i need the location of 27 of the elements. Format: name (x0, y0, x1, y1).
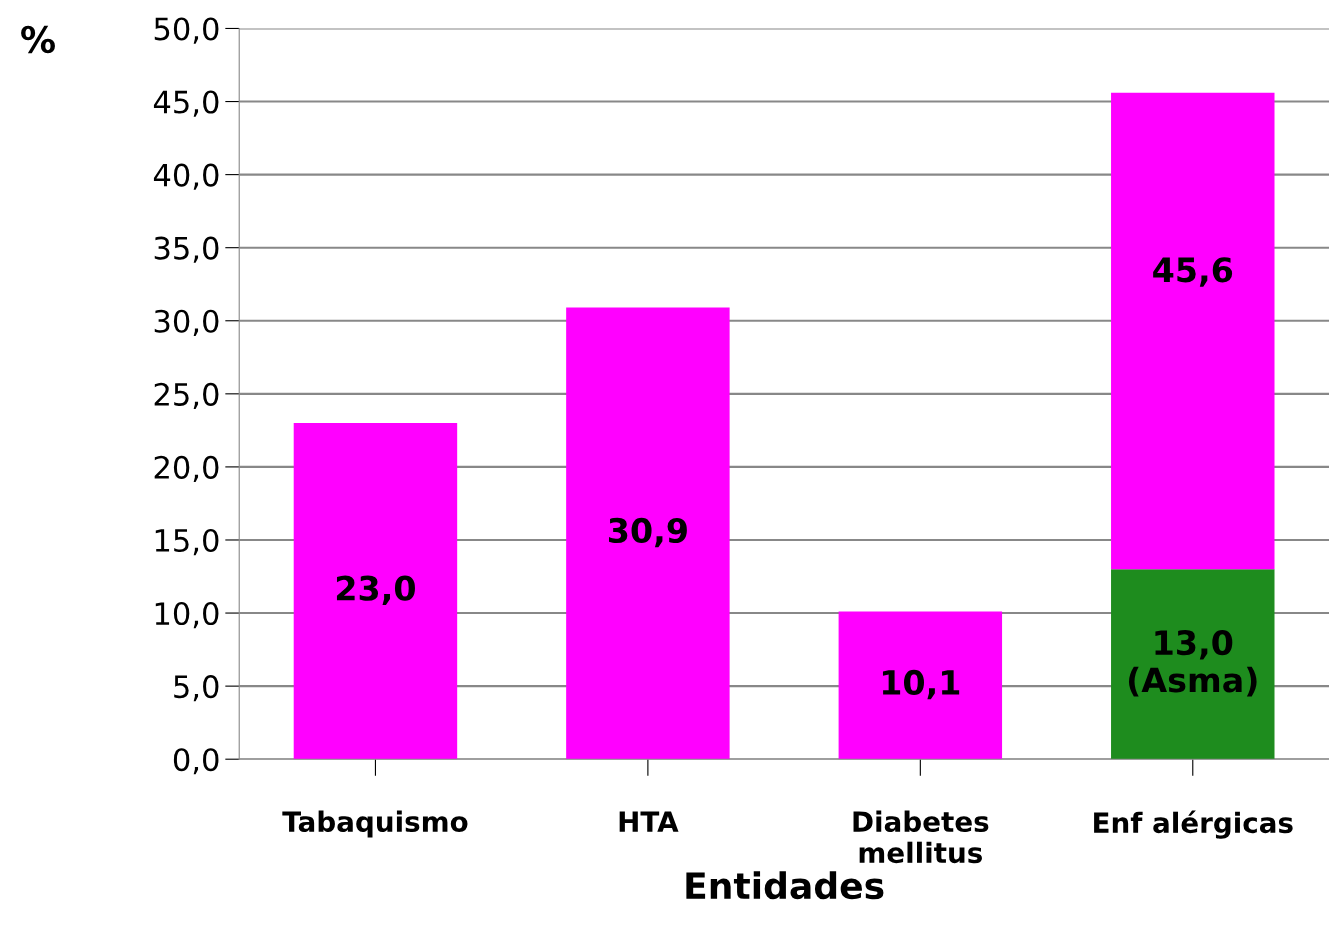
y-tick-label: 50,0 (154, 17, 219, 44)
bar (293, 423, 458, 760)
y-tick-label: 0,0 (173, 748, 219, 775)
y-tick-label: 35,0 (154, 236, 219, 263)
y-tick-label: 5,0 (174, 675, 219, 702)
data-label: 13,0 (Asma) (1128, 630, 1257, 697)
x-tick-label: Diabetes mellitus (853, 810, 989, 864)
bar (566, 307, 730, 760)
data-label: 10,1 (882, 669, 960, 700)
x-tick-label: HTA (619, 811, 679, 832)
x-tick-label: Enf alérgicas (1094, 810, 1293, 839)
y-tick-label: 10,0 (155, 601, 219, 629)
bar (1111, 569, 1275, 760)
data-label: 23,0 (336, 575, 415, 606)
data-label: 30,9 (609, 517, 687, 548)
total-label: 45,6 (1153, 257, 1233, 287)
y-tick-label: 25,0 (154, 382, 219, 409)
y-tick-label: 15,0 (155, 528, 219, 556)
y-tick-label: 45,0 (153, 90, 219, 117)
bar (1111, 92, 1275, 570)
x-axis-title: Entidades (686, 871, 884, 900)
x-tick-label: Tabaquismo (282, 810, 468, 838)
y-axis-title: % (21, 25, 55, 54)
y-tick-label: 20,0 (154, 455, 219, 483)
y-tick-label: 40,0 (153, 163, 219, 190)
bar (838, 611, 1003, 760)
y-tick-label: 30,0 (154, 309, 219, 336)
